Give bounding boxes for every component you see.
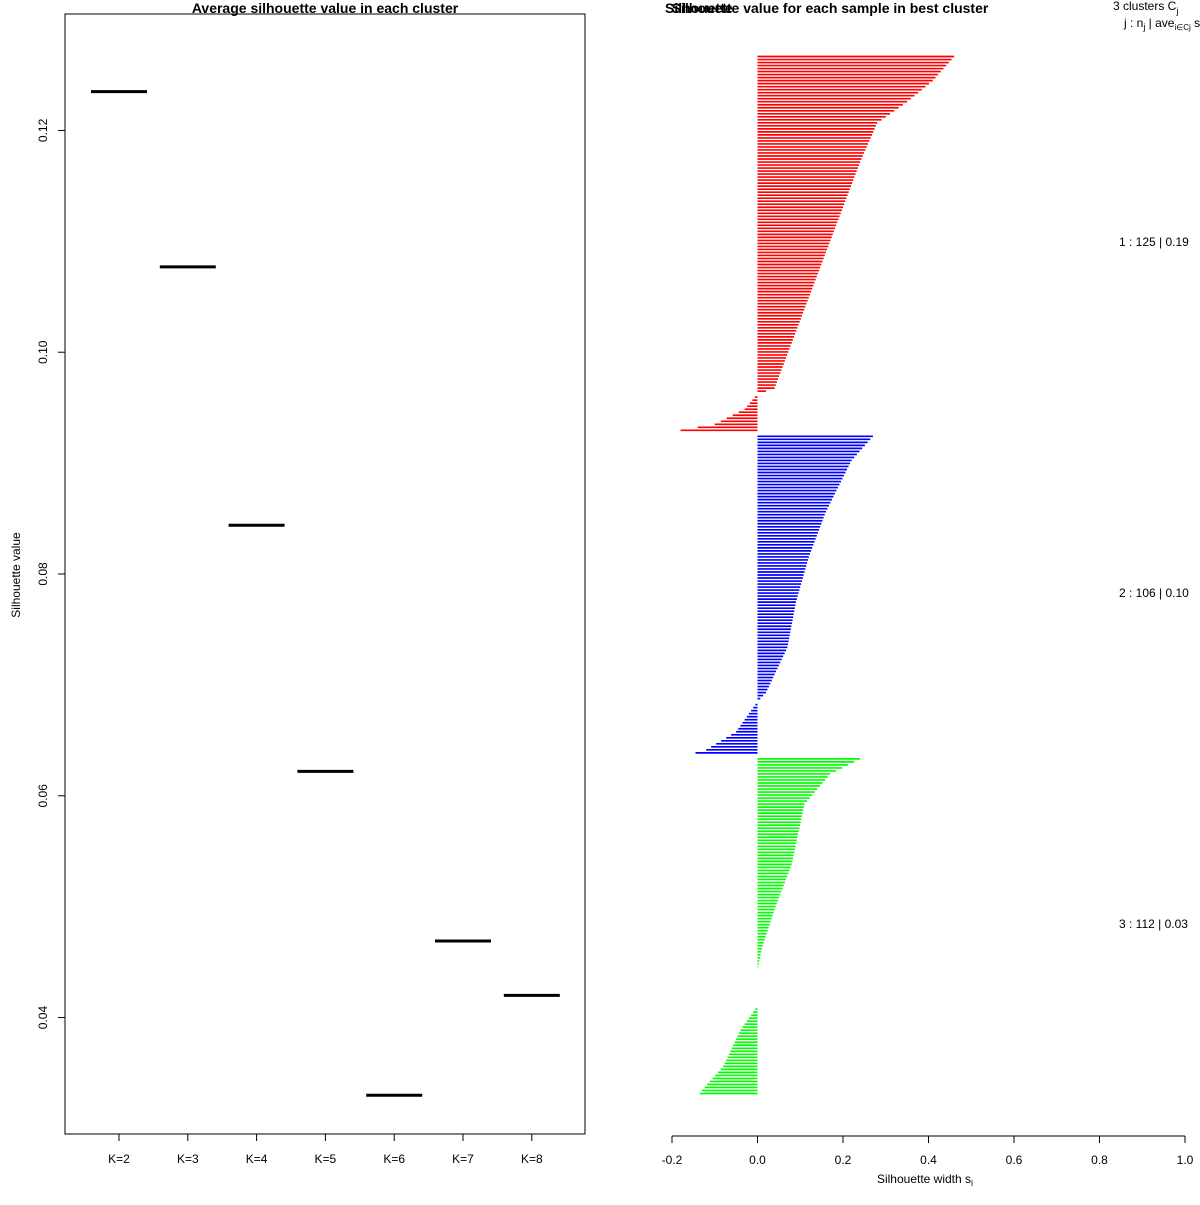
right-chart-title: Silhouette value for each sample in best… xyxy=(672,0,989,16)
left-x-tick-label: K=2 xyxy=(108,1152,130,1166)
right-x-tick-label: 0.6 xyxy=(1006,1153,1023,1167)
right-x-tick-label: -0.2 xyxy=(662,1153,683,1167)
legend-header-2-tail: s xyxy=(1191,16,1200,30)
left-y-tick-label: 0.04 xyxy=(36,1006,50,1030)
right-x-axis-label-subscript: i xyxy=(971,1178,973,1188)
left-x-tick-label: K=3 xyxy=(177,1152,199,1166)
left-series-segments xyxy=(91,90,560,1097)
right-x-tick-label: 0.4 xyxy=(920,1153,937,1167)
silhouette-bars xyxy=(680,55,955,1095)
left-y-tick-label: 0.12 xyxy=(36,118,50,142)
right-title-overlap-text: Silhouette xyxy=(665,0,733,16)
cluster-3-bars xyxy=(699,758,861,1095)
left-y-tick-label: 0.10 xyxy=(36,340,50,364)
left-x-tick-label: K=7 xyxy=(452,1152,474,1166)
legend-header-1-subscript: j xyxy=(1175,6,1178,16)
left-y-axis-label: Silhouette value xyxy=(9,532,23,618)
left-x-tick-label: K=8 xyxy=(521,1152,543,1166)
left-chart-title: Average silhouette value in each cluster xyxy=(192,0,459,16)
left-y-tick-label: 0.06 xyxy=(36,784,50,808)
left-x-tick-label: K=6 xyxy=(383,1152,405,1166)
right-panel: Silhouette Silhouette value for each sam… xyxy=(662,0,1200,1188)
cluster-3-summary: 3 : 112 | 0.03 xyxy=(1119,917,1188,931)
left-x-tick-label: K=4 xyxy=(246,1152,268,1166)
legend-header-2-rest: | ave xyxy=(1145,16,1174,30)
legend-header-1-text: 3 clusters C xyxy=(1113,0,1177,13)
cluster-2-summary: 2 : 106 | 0.10 xyxy=(1119,586,1189,600)
cluster-1-summary: 1 : 125 | 0.19 xyxy=(1119,235,1189,249)
right-x-tick-label: 0.2 xyxy=(835,1153,852,1167)
cluster-2-bars xyxy=(695,435,873,754)
right-x-axis-label: Silhouette width si xyxy=(877,1172,973,1188)
legend-header-2-subscript-j: j xyxy=(1142,22,1145,32)
right-x-tick-label: 0.8 xyxy=(1091,1153,1108,1167)
right-x-tick-label: 1.0 xyxy=(1177,1153,1194,1167)
cluster-1-bars xyxy=(680,55,955,432)
left-x-tick-label: K=5 xyxy=(315,1152,337,1166)
left-x-axis: K=2 K=3 K=4 K=5 K=6 K=7 K=8 xyxy=(108,1134,543,1166)
right-x-axis-label-main: Silhouette width s xyxy=(877,1172,971,1186)
left-y-axis: 0.04 0.06 0.08 0.10 0.12 xyxy=(36,118,65,1029)
left-y-tick-label: 0.08 xyxy=(36,562,50,586)
legend-header-2-text: j : n xyxy=(1123,16,1143,30)
left-panel: Average silhouette value in each cluster… xyxy=(9,0,586,1166)
right-x-axis: -0.2 0.0 0.2 0.4 0.6 0.8 1.0 xyxy=(662,1135,1194,1167)
right-x-tick-label: 0.0 xyxy=(749,1153,766,1167)
legend-header-columns: j : nj | avei∈Cj s xyxy=(1123,16,1200,32)
left-plot-frame xyxy=(64,13,586,1135)
legend-header-2-subscript-set: i∈Cj xyxy=(1174,23,1191,32)
legend-header-clusters: 3 clusters Cj xyxy=(1113,0,1178,16)
